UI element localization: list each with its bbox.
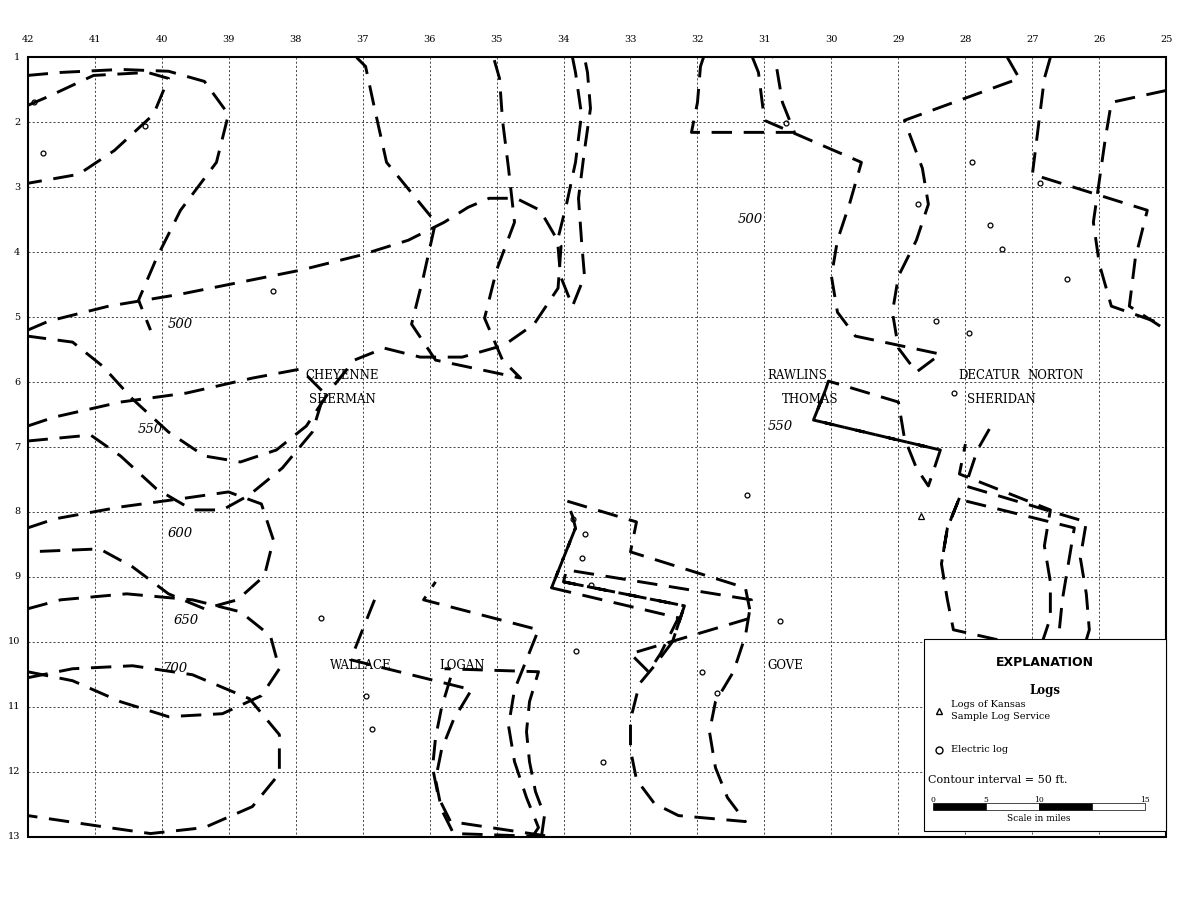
Text: GOVE: GOVE xyxy=(768,659,804,672)
Text: THOMAS: THOMAS xyxy=(781,392,838,406)
Text: 36: 36 xyxy=(424,35,436,44)
Text: 33: 33 xyxy=(624,35,637,44)
Text: 500: 500 xyxy=(737,212,762,226)
Text: 7: 7 xyxy=(14,443,20,452)
Text: 27: 27 xyxy=(1026,35,1039,44)
Text: EXPLANATION: EXPLANATION xyxy=(996,655,1094,669)
Text: 1: 1 xyxy=(14,53,20,62)
Bar xyxy=(932,803,986,810)
Text: 4: 4 xyxy=(14,248,20,256)
Bar xyxy=(1092,803,1145,810)
Text: 12: 12 xyxy=(8,767,20,776)
Bar xyxy=(986,803,1039,810)
Text: DECATUR: DECATUR xyxy=(959,369,1020,382)
Text: Logs: Logs xyxy=(1030,684,1061,697)
Text: 41: 41 xyxy=(89,35,101,44)
Text: 13: 13 xyxy=(8,832,20,842)
Text: 500: 500 xyxy=(168,318,193,330)
Text: 38: 38 xyxy=(289,35,301,44)
Text: NORTON: NORTON xyxy=(1027,369,1084,382)
Text: LOGAN: LOGAN xyxy=(439,659,485,672)
Text: 28: 28 xyxy=(959,35,972,44)
Text: Logs of Kansas
Sample Log Service: Logs of Kansas Sample Log Service xyxy=(950,700,1050,722)
Text: 650: 650 xyxy=(174,615,199,627)
Text: 32: 32 xyxy=(691,35,703,44)
Text: 37: 37 xyxy=(356,35,368,44)
Text: 39: 39 xyxy=(222,35,235,44)
Bar xyxy=(1039,803,1092,810)
Text: 700: 700 xyxy=(162,662,187,675)
Text: 25: 25 xyxy=(1160,35,1172,44)
Text: 10: 10 xyxy=(8,637,20,646)
Text: RAWLINS: RAWLINS xyxy=(768,369,828,382)
Text: 11: 11 xyxy=(8,702,20,711)
Text: 34: 34 xyxy=(557,35,570,44)
Text: 15: 15 xyxy=(1140,796,1151,804)
Text: 9: 9 xyxy=(14,572,20,581)
Text: 2: 2 xyxy=(14,118,20,127)
Text: WALLACE: WALLACE xyxy=(330,659,391,672)
Text: Contour interval = 50 ft.: Contour interval = 50 ft. xyxy=(929,775,1068,785)
Text: 3: 3 xyxy=(14,183,20,192)
Bar xyxy=(924,639,1166,831)
Text: 40: 40 xyxy=(156,35,168,44)
Text: Scale in miles: Scale in miles xyxy=(1007,814,1070,824)
Text: Electric log: Electric log xyxy=(950,745,1008,754)
Text: CHEYENNE: CHEYENNE xyxy=(306,369,379,382)
Text: 30: 30 xyxy=(826,35,838,44)
Text: 600: 600 xyxy=(168,527,193,540)
Text: 26: 26 xyxy=(1093,35,1105,44)
Text: 550: 550 xyxy=(138,422,163,436)
Text: SHERMAN: SHERMAN xyxy=(308,392,376,406)
Text: 550: 550 xyxy=(767,419,792,433)
Text: 8: 8 xyxy=(14,508,20,517)
Text: 6: 6 xyxy=(14,378,20,387)
Text: 29: 29 xyxy=(893,35,905,44)
Text: SHERIDAN: SHERIDAN xyxy=(967,392,1036,406)
Text: 10: 10 xyxy=(1034,796,1044,804)
Text: 5: 5 xyxy=(983,796,989,804)
Text: 5: 5 xyxy=(14,312,20,321)
Text: 31: 31 xyxy=(758,35,770,44)
Text: 42: 42 xyxy=(22,35,34,44)
Text: 0: 0 xyxy=(930,796,935,804)
Text: 35: 35 xyxy=(491,35,503,44)
